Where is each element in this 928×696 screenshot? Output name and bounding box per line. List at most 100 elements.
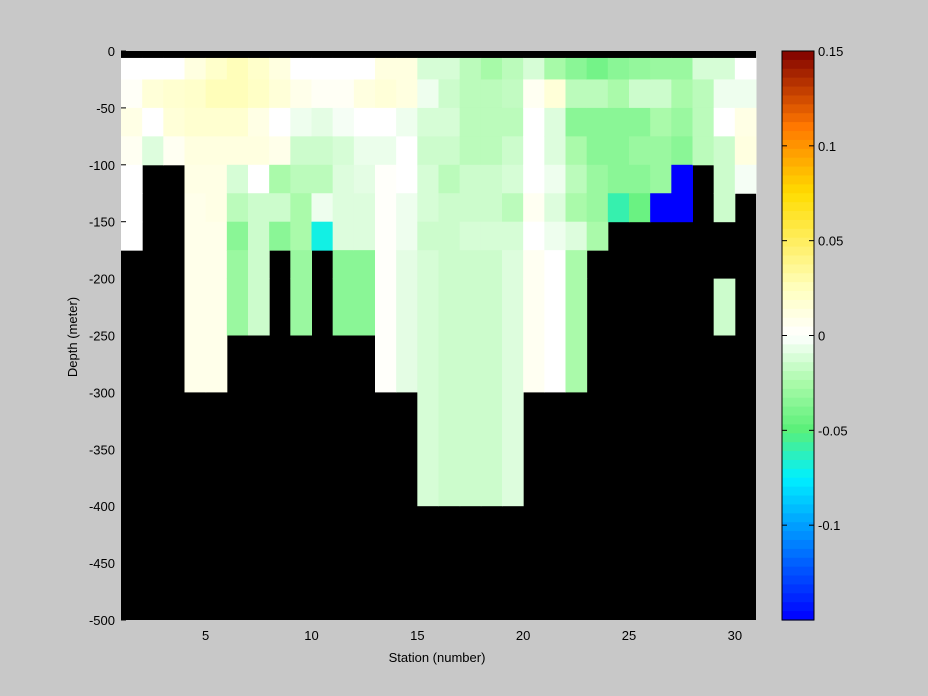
y-tick-label: -150	[89, 215, 115, 230]
heatmap-cell	[184, 221, 207, 251]
colorbar-swatch	[782, 282, 814, 292]
colorbar-swatch	[782, 584, 814, 594]
colorbar-swatch	[782, 255, 814, 265]
heatmap-cell	[586, 193, 609, 223]
heatmap-cell	[671, 79, 693, 109]
heatmap-cell	[269, 136, 291, 166]
heatmap-cell	[311, 193, 334, 223]
heatmap-cell	[332, 193, 355, 223]
heatmap-cell	[586, 79, 609, 109]
y-tick-label: -500	[89, 613, 115, 628]
heatmap-cell	[226, 107, 249, 137]
heatmap-cell	[734, 79, 757, 109]
heatmap-cell	[417, 278, 439, 507]
heatmap-cell	[650, 193, 672, 223]
heatmap-cell	[184, 278, 207, 393]
heatmap-cell	[565, 136, 588, 166]
heatmap-cell	[121, 221, 143, 251]
colorbar-swatch	[782, 451, 814, 461]
heatmap-cell	[480, 57, 503, 80]
heatmap-cell	[332, 79, 355, 109]
heatmap-cell	[607, 136, 630, 166]
heatmap-cell	[353, 164, 376, 194]
heatmap-cell	[332, 107, 355, 137]
colorbar-swatch	[782, 104, 814, 114]
heatmap-cell	[184, 164, 207, 194]
colorbar-swatch	[782, 202, 814, 212]
heatmap-cell	[332, 164, 355, 194]
heatmap-cell	[142, 57, 164, 80]
y-tick-label: -300	[89, 385, 115, 400]
heatmap-cell	[311, 136, 334, 166]
heatmap-cell	[396, 79, 418, 109]
heatmap-cell	[248, 221, 270, 251]
heatmap-cell	[480, 79, 503, 109]
x-tick-label: 30	[728, 628, 742, 643]
heatmap-cell	[417, 79, 439, 109]
heatmap-cell	[353, 193, 376, 223]
colorbar-swatch	[782, 362, 814, 372]
heatmap-cell	[226, 164, 249, 194]
colorbar-tick-label: 0	[818, 329, 825, 344]
heatmap-cell	[671, 164, 693, 194]
colorbar-swatch	[782, 211, 814, 221]
colorbar-swatch	[782, 531, 814, 541]
heatmap-cell	[375, 79, 397, 109]
heatmap-cell	[290, 278, 312, 336]
colorbar-swatch	[782, 433, 814, 443]
heatmap-cell	[502, 164, 524, 194]
heatmap-cell	[353, 136, 376, 166]
heatmap-cell	[480, 136, 503, 166]
heatmap-cell	[163, 79, 185, 109]
y-tick-label: -50	[96, 101, 115, 116]
heatmap-cell	[248, 57, 270, 80]
heatmap-cell	[121, 193, 143, 223]
heatmap-cell	[607, 57, 630, 80]
heatmap-cell	[248, 107, 270, 137]
heatmap-cell	[565, 278, 588, 393]
heatmap-cell	[650, 57, 672, 80]
heatmap-cell	[269, 193, 291, 223]
heatmap-cell	[713, 136, 736, 166]
heatmap-cell	[713, 107, 736, 137]
y-tick-label: -200	[89, 272, 115, 287]
heatmap-cell	[205, 107, 228, 137]
heatmap-cell	[671, 107, 693, 137]
heatmap-cell	[311, 221, 334, 251]
heatmap-cell	[523, 164, 545, 194]
heatmap-cell	[353, 221, 376, 251]
heatmap-cell	[290, 136, 312, 166]
heatmap-cell	[544, 136, 566, 166]
heatmap-cell	[565, 57, 588, 80]
heatmap-cell	[142, 107, 164, 137]
heatmap-cell	[586, 107, 609, 137]
heatmap-cell	[311, 57, 334, 80]
colorbar: 0.15 0.1 0.05 0 -0.05 -0.1	[781, 44, 848, 621]
heatmap-cell	[459, 57, 482, 80]
colorbar-swatch	[782, 495, 814, 506]
colorbar-swatch	[782, 371, 814, 381]
heatmap-cell	[248, 250, 270, 280]
heatmap-cell	[269, 107, 291, 137]
heatmap-cell	[438, 79, 461, 109]
heatmap-cell	[629, 164, 651, 194]
heatmap-cell	[226, 136, 249, 166]
colorbar-swatch	[782, 273, 814, 283]
colorbar-swatch	[782, 379, 814, 390]
heatmap-cell	[459, 136, 482, 166]
colorbar-swatch	[782, 59, 814, 70]
colorbar-swatch	[782, 299, 814, 310]
heatmap-cell	[332, 278, 355, 336]
colorbar-swatch	[782, 113, 814, 123]
heatmap-cell	[353, 57, 376, 80]
heatmap-cell	[480, 164, 503, 194]
heatmap-cell	[205, 79, 228, 109]
heatmap-cell	[163, 107, 185, 137]
colorbar-swatch	[782, 611, 814, 621]
heatmap-cell	[629, 57, 651, 80]
heatmap-cell	[375, 221, 397, 251]
heatmap-cell	[396, 107, 418, 137]
heatmap-cell	[607, 164, 630, 194]
colorbar-swatch	[782, 264, 814, 274]
heatmap-cell	[544, 164, 566, 194]
